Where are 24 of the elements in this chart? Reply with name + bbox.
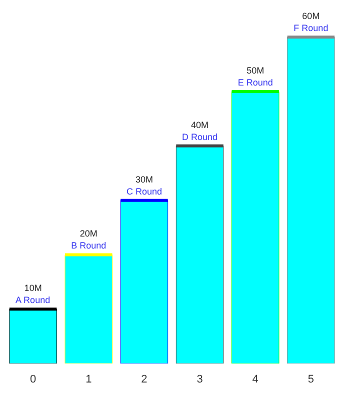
annotation: E Round (238, 78, 273, 88)
annotation: A Round (16, 295, 50, 306)
x-tick-label: 3 (196, 374, 203, 386)
x-tick-label: 5 (308, 374, 314, 386)
bar (120, 200, 168, 364)
x-tick-label: 2 (141, 374, 148, 386)
bar (231, 91, 280, 364)
data-label: 60M (302, 11, 320, 22)
data-label: 30M (135, 174, 153, 184)
x-tick-label: 4 (252, 374, 258, 386)
bar (9, 308, 57, 364)
annotation: B Round (71, 240, 106, 251)
annotation: D Round (182, 132, 218, 142)
bar (176, 146, 224, 364)
annotation: F Round (294, 23, 328, 34)
bar (287, 36, 335, 364)
data-label: 40M (191, 120, 209, 130)
bar (64, 254, 113, 364)
data-label: 50M (246, 66, 264, 76)
annotation: C Round (126, 186, 162, 196)
data-label: 20M (80, 228, 98, 239)
data-label: 10M (24, 283, 42, 294)
x-tick-label: 1 (86, 374, 92, 386)
x-tick-label: 0 (30, 374, 36, 386)
